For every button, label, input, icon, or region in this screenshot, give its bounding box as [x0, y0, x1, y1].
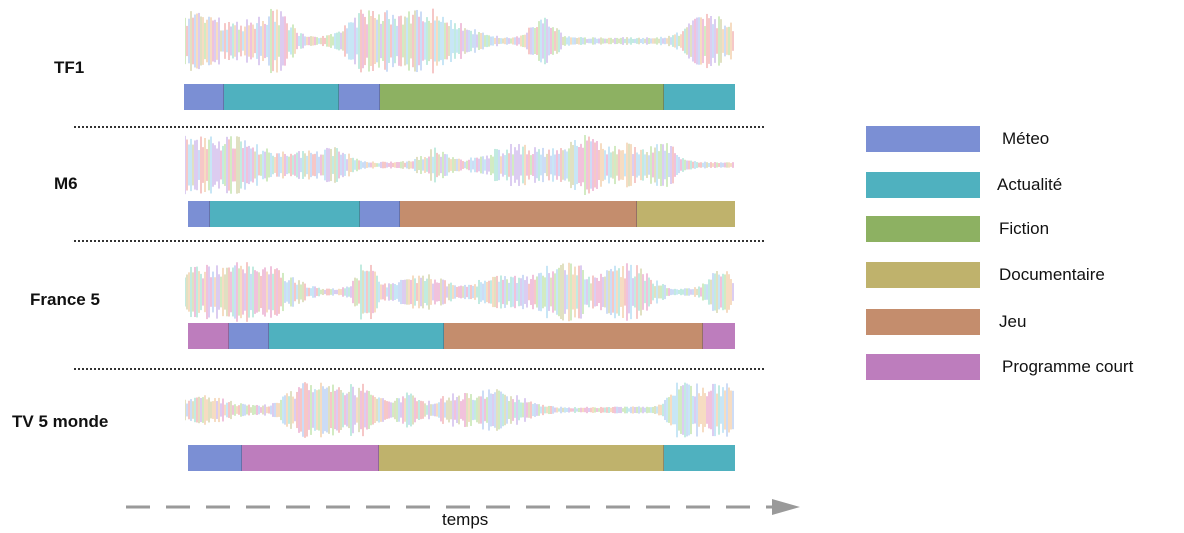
legend-swatch [866, 172, 980, 198]
segment-meteo [339, 84, 380, 110]
segment-meteo [188, 201, 210, 227]
segment-programme-court [188, 323, 229, 349]
segment-jeu [400, 201, 637, 227]
segment-actualite [210, 201, 360, 227]
legend-label: Documentaire [999, 265, 1105, 284]
segment-actualite [224, 84, 339, 110]
segment-bar [184, 84, 735, 110]
row-divider [74, 368, 764, 370]
audio-waveform [185, 382, 734, 438]
channel-label: TV 5 monde [12, 412, 109, 431]
channel-label: France 5 [30, 290, 100, 309]
row-divider [74, 240, 764, 242]
time-axis-label: temps [442, 510, 489, 529]
channel-label: M6 [54, 174, 78, 193]
segment-meteo [188, 445, 242, 471]
channel-label: TF1 [54, 58, 85, 77]
segment-actualite [664, 445, 735, 471]
row-divider [74, 126, 764, 128]
legend-swatch [866, 126, 980, 152]
legend-swatch [866, 354, 980, 380]
segment-meteo [229, 323, 269, 349]
legend-swatch [866, 262, 980, 288]
segment-actualite [664, 84, 735, 110]
segment-bar [188, 323, 735, 349]
legend-label: Programme court [1002, 357, 1134, 376]
segment-programme-court [242, 445, 379, 471]
legend-swatch [866, 309, 980, 335]
segment-programme-court [703, 323, 735, 349]
audio-waveform [185, 262, 734, 322]
legend-label: Fiction [999, 219, 1050, 238]
segment-actualite [269, 323, 444, 349]
segment-bar [188, 201, 735, 227]
legend-swatch [866, 216, 980, 242]
segment-meteo [360, 201, 400, 227]
segment-bar [188, 445, 735, 471]
segment-jeu [444, 323, 703, 349]
legend-label: Jeu [999, 312, 1027, 331]
segment-fiction [380, 84, 664, 110]
legend-label: Actualité [997, 175, 1063, 194]
segment-meteo [184, 84, 224, 110]
legend-label: Méteo [1002, 129, 1050, 148]
segment-documentaire [637, 201, 735, 227]
segment-documentaire [379, 445, 664, 471]
audio-waveform [185, 8, 734, 74]
audio-waveform [185, 135, 734, 195]
time-axis-arrow [126, 499, 800, 515]
